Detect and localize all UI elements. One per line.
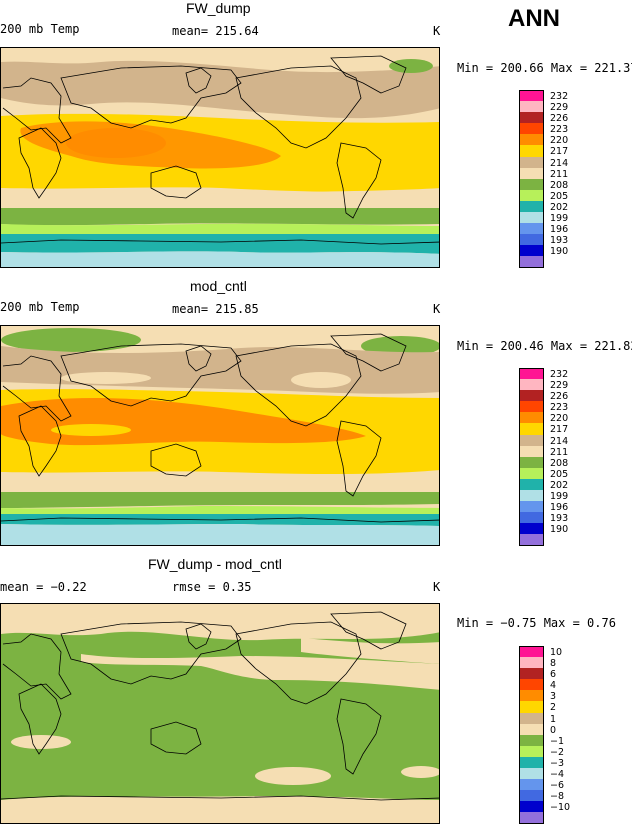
panel3-colorbar: 10 8 6 4 3 2 1 0 −1 −2 −3 −4 −6 −8 −10 (519, 646, 599, 824)
panel3-unit-label: K (433, 580, 441, 594)
legend-label: 193 (550, 235, 569, 247)
legend-label: 217 (550, 424, 569, 436)
panel2-minmax-label: Min = 200.46 Max = 221.82 (457, 339, 632, 353)
legend-label: 211 (550, 446, 569, 458)
panel2-unit-label: K (433, 302, 441, 316)
legend-label: 0 (550, 724, 557, 736)
legend-label: 6 (550, 669, 557, 681)
legend-label: 205 (550, 190, 569, 202)
legend-label: 202 (550, 201, 569, 213)
legend-label: 190 (550, 246, 569, 258)
legend-label: 202 (550, 479, 569, 491)
panel2-variable-label: 200 mb Temp (0, 300, 80, 314)
panel1-variable-label: 200 mb Temp (0, 22, 80, 36)
legend-label: 223 (550, 124, 569, 136)
legend-label: 193 (550, 513, 569, 525)
panel1-colorbar: 232 229 226 223 220 217 214 211 208 205 … (519, 90, 599, 268)
legend-label: 232 (550, 369, 569, 380)
panel2-colorbar: 232 229 226 223 220 217 214 211 208 205 … (519, 368, 599, 546)
legend-label: 229 (550, 380, 569, 392)
panel1-title: FW_dump (186, 0, 251, 16)
panel1-map (0, 47, 440, 268)
panel3-minmax-label: Min = −0.75 Max = 0.76 (457, 616, 616, 630)
legend-label: −6 (550, 780, 565, 792)
legend-label: 4 (550, 680, 557, 692)
legend-label: 226 (550, 113, 569, 125)
panel3-title: FW_dump - mod_cntl (148, 556, 282, 572)
legend-label: −3 (550, 757, 565, 769)
panel2-map (0, 325, 440, 546)
legend-label: 214 (550, 157, 569, 169)
legend-label: 214 (550, 435, 569, 447)
legend-label: 208 (550, 457, 569, 469)
legend-label: 220 (550, 135, 569, 147)
panel2-mean-label: mean= 215.85 (172, 302, 259, 316)
legend-label: −2 (550, 746, 565, 758)
legend-label: 8 (550, 658, 557, 670)
legend-label: 229 (550, 102, 569, 114)
legend-label: 205 (550, 468, 569, 480)
legend-label: 232 (550, 91, 569, 102)
legend-label: 199 (550, 491, 569, 503)
legend-label: 226 (550, 391, 569, 403)
legend-label: 10 (550, 647, 563, 658)
legend-label: 199 (550, 213, 569, 225)
panel3-map (0, 603, 440, 824)
legend-label: 1 (550, 713, 557, 725)
legend-label: 223 (550, 402, 569, 414)
panel1-minmax-label: Min = 200.66 Max = 221.37 (457, 61, 632, 75)
season-label: ANN (508, 5, 560, 32)
legend-label: 196 (550, 224, 569, 236)
legend-label: −1 (550, 735, 565, 747)
legend-label: 3 (550, 691, 557, 703)
legend-label: −4 (550, 769, 565, 781)
legend-label: 196 (550, 502, 569, 514)
legend-label: 190 (550, 524, 569, 536)
panel3-mean-label: mean = −0.22 (0, 580, 87, 594)
legend-label: 208 (550, 179, 569, 191)
legend-label: 217 (550, 146, 569, 158)
legend-label: 220 (550, 413, 569, 425)
legend-label: −8 (550, 791, 565, 803)
panel1-mean-label: mean= 215.64 (172, 24, 259, 38)
panel3-rmse-label: rmse = 0.35 (172, 580, 252, 594)
legend-label: 2 (550, 702, 557, 714)
panel1-unit-label: K (433, 24, 441, 38)
legend-label: −10 (550, 802, 571, 814)
legend-label: 211 (550, 168, 569, 180)
panel2-title: mod_cntl (190, 278, 247, 294)
